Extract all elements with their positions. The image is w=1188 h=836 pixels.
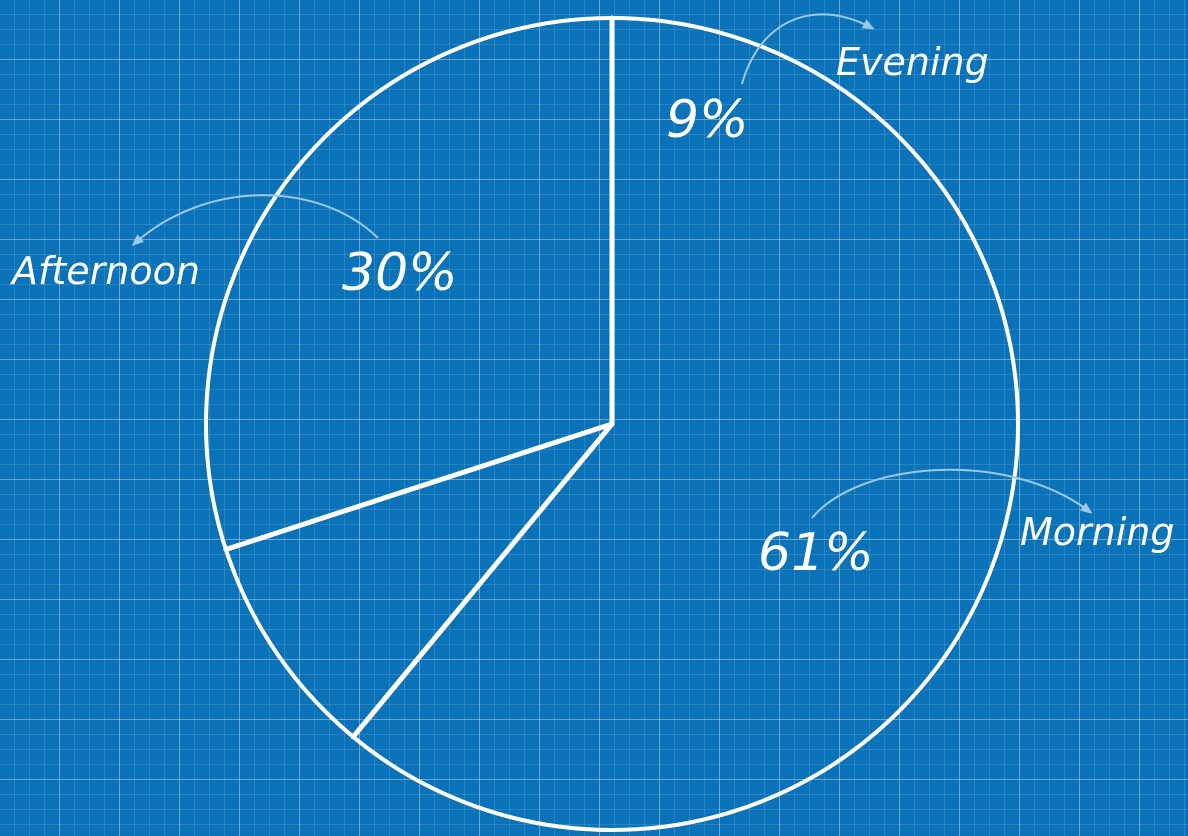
slice-value-evening: 9% [666,90,749,150]
slice-value-afternoon: 30% [342,243,458,303]
slice-label-afternoon: Afternoon [9,249,200,293]
slice-divider-evening [350,421,615,740]
slice-value-morning: 61% [758,523,874,583]
slice-divider-afternoon [223,421,615,552]
arrow-evening-icon [741,13,875,85]
slice-label-evening: Evening [836,40,989,84]
arrow-afternoon-icon [131,194,379,247]
slice-label-morning: Morning [1020,510,1175,554]
arrow-morning-icon [811,468,1093,519]
